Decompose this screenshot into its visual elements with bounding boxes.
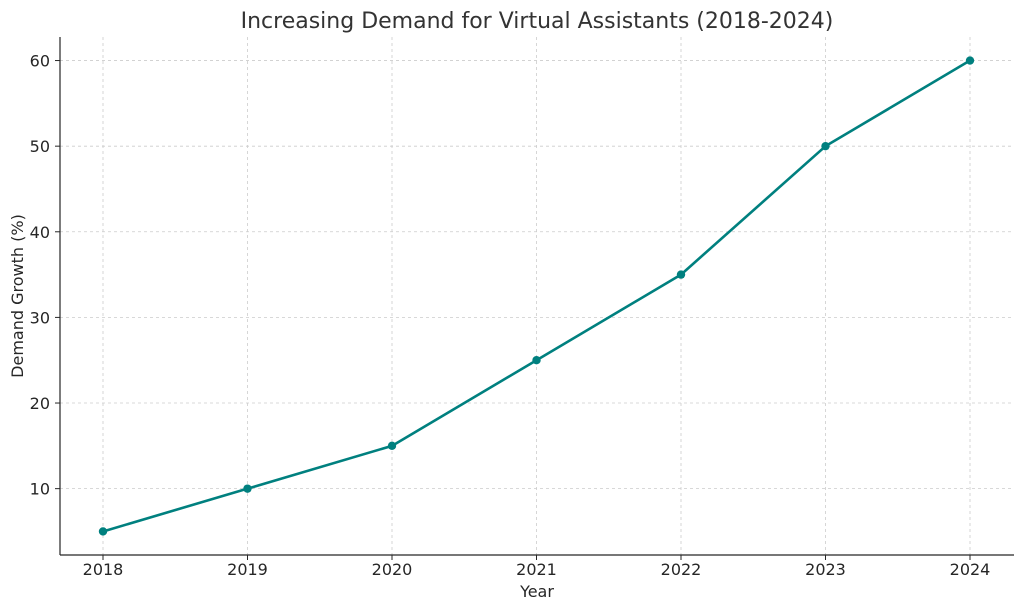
data-point-marker xyxy=(387,441,397,451)
x-tick-label: 2024 xyxy=(950,560,991,579)
axes xyxy=(59,37,1014,556)
data-point-marker xyxy=(532,356,541,365)
y-tick-label: 20 xyxy=(30,394,50,413)
y-tick-label: 60 xyxy=(30,52,50,71)
y-tick-label: 30 xyxy=(30,308,50,327)
data-point-marker xyxy=(243,484,252,493)
series xyxy=(98,56,975,536)
data-point-marker xyxy=(821,141,830,151)
data-point-marker xyxy=(965,56,975,65)
x-axis-label: Year xyxy=(519,582,554,601)
x-tick-label: 2021 xyxy=(516,560,557,579)
grid xyxy=(60,37,1014,555)
x-tick-label: 2022 xyxy=(661,560,702,579)
x-tick-label: 2020 xyxy=(372,560,413,579)
chart-title: Increasing Demand for Virtual Assistants… xyxy=(241,9,834,34)
x-tick-label: 2023 xyxy=(805,560,846,579)
y-tick-label: 50 xyxy=(30,137,50,156)
ticks: 2018 2019 2020 2021 2022 2023 2024 10 20 30 40 50 60 xyxy=(30,52,991,579)
data-point-marker xyxy=(98,527,108,536)
y-tick-label: 40 xyxy=(30,223,50,242)
y-axis-label: Demand Growth (%) xyxy=(8,214,27,378)
x-tick-label: 2018 xyxy=(83,560,124,579)
x-tick-label: 2019 xyxy=(227,560,268,579)
data-point-marker xyxy=(676,270,686,279)
y-tick-label: 10 xyxy=(30,480,50,499)
